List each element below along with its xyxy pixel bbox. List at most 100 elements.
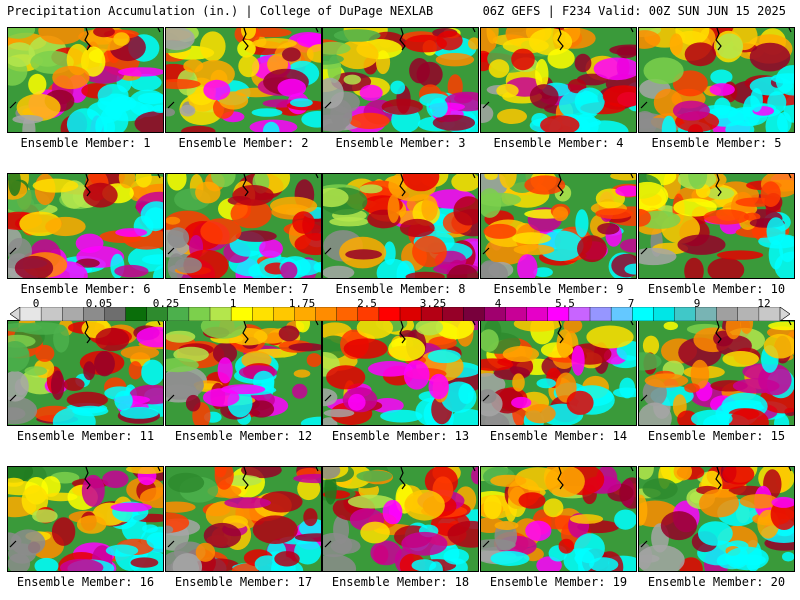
ensemble-map-panel <box>7 27 164 133</box>
coastline <box>482 28 634 109</box>
ensemble-map-panel <box>7 320 164 426</box>
precip-field-map <box>166 321 321 425</box>
ensemble-member-label: Ensemble Member: 8 <box>335 282 466 296</box>
coastline <box>167 467 319 548</box>
colorbar-swatch <box>674 307 697 321</box>
precip-field-map <box>323 174 478 278</box>
precip-field-map <box>166 467 321 571</box>
precip-field-map <box>481 174 636 278</box>
precip-field-map <box>8 174 163 278</box>
colorbar-swatch <box>716 307 739 321</box>
ensemble-member-label: Ensemble Member: 6 <box>20 282 151 296</box>
ensemble-member-label: Ensemble Member: 19 <box>489 575 628 589</box>
colorbar-swatch <box>463 307 485 321</box>
coastline <box>9 174 161 255</box>
ensemble-map-panel <box>480 27 637 133</box>
ensemble-member-label: Ensemble Member: 5 <box>651 136 782 150</box>
ensemble-map-panel <box>7 466 164 572</box>
ensemble-map-panel <box>165 173 322 279</box>
precip-field-map <box>323 467 478 571</box>
colorbar-swatch <box>188 307 211 321</box>
colorbar-min-arrow <box>10 307 21 321</box>
precip-field-map <box>8 28 163 132</box>
coastline <box>324 174 476 255</box>
ensemble-map-panel <box>480 466 637 572</box>
coastline <box>9 28 161 109</box>
coastline <box>324 28 476 109</box>
precip-field-map <box>639 174 794 278</box>
colorbar-swatch <box>125 307 148 321</box>
precip-field-map <box>166 174 321 278</box>
colorbar-tick-label: 1.75 <box>288 297 316 310</box>
coastline <box>640 28 792 109</box>
colorbar-tick-label: 9 <box>693 297 701 310</box>
ensemble-map-panel <box>322 466 479 572</box>
colorbar-swatch <box>399 307 422 321</box>
colorbar-swatch <box>589 307 612 321</box>
colorbar-swatch <box>737 307 760 321</box>
ensemble-map-panel <box>638 173 795 279</box>
coastline <box>640 467 792 548</box>
ensemble-map-panel <box>165 466 322 572</box>
ensemble-map-panel <box>322 173 479 279</box>
precip-field-map <box>481 321 636 425</box>
colorbar-tick-label: 5.5 <box>555 297 575 310</box>
coastline <box>167 321 319 402</box>
ensemble-member-label: Ensemble Member: 4 <box>493 136 624 150</box>
ensemble-map-panel <box>165 320 322 426</box>
precip-field-map <box>323 28 478 132</box>
ensemble-map-panel <box>322 320 479 426</box>
colorbar-swatch <box>378 307 401 321</box>
coastline <box>640 174 792 255</box>
ensemble-member-label: Ensemble Member: 3 <box>335 136 466 150</box>
colorbar-swatch <box>40 307 63 321</box>
coastline <box>324 321 476 402</box>
ensemble-member-label: Ensemble Member: 7 <box>178 282 309 296</box>
colorbar-swatch <box>252 307 274 321</box>
colorbar-swatch <box>653 307 675 321</box>
ensemble-map-panel <box>480 173 637 279</box>
colorbar-swatch <box>315 307 338 321</box>
ensemble-member-label: Ensemble Member: 16 <box>16 575 155 589</box>
colorbar-max-arrow <box>779 307 790 321</box>
coastline <box>9 467 161 548</box>
ensemble-member-label: Ensemble Member: 11 <box>16 429 155 443</box>
ensemble-member-label: Ensemble Member: 13 <box>331 429 470 443</box>
precip-field-map <box>639 321 794 425</box>
colorbar-swatch <box>526 307 549 321</box>
colorbar-swatch <box>209 307 232 321</box>
ensemble-member-label: Ensemble Member: 9 <box>493 282 624 296</box>
ensemble-map-panel <box>165 27 322 133</box>
colorbar-tick-label: 0.05 <box>85 297 113 310</box>
coastline <box>640 321 792 402</box>
coastline <box>482 174 634 255</box>
ensemble-member-label: Ensemble Member: 12 <box>174 429 313 443</box>
coastline <box>167 28 319 109</box>
ensemble-map-panel <box>638 27 795 133</box>
ensemble-member-label: Ensemble Member: 2 <box>178 136 309 150</box>
colorbar-swatch <box>632 307 654 321</box>
ensemble-map-panel <box>638 466 795 572</box>
precip-field-map <box>166 28 321 132</box>
colorbar-tick-label: 4 <box>494 297 502 310</box>
ensemble-member-label: Ensemble Member: 1 <box>20 136 151 150</box>
colorbar-tick-label: 3.25 <box>419 297 447 310</box>
ensemble-member-label: Ensemble Member: 17 <box>174 575 313 589</box>
colorbar-swatch <box>505 307 528 321</box>
ensemble-map-panel <box>322 27 479 133</box>
ensemble-member-label: Ensemble Member: 20 <box>647 575 786 589</box>
precip-field-map <box>8 467 163 571</box>
coastline <box>482 467 634 548</box>
precip-field-map <box>323 321 478 425</box>
precip-field-map <box>8 321 163 425</box>
ensemble-member-label: Ensemble Member: 15 <box>647 429 786 443</box>
colorbar-tick-label: 1 <box>229 297 237 310</box>
colorbar-tick-label: 7 <box>627 297 635 310</box>
colorbar-swatch <box>336 307 359 321</box>
precip-field-map <box>481 28 636 132</box>
colorbar-tick-label: 0 <box>32 297 40 310</box>
colorbar <box>10 307 790 321</box>
ensemble-member-label: Ensemble Member: 18 <box>331 575 470 589</box>
precip-field-map <box>481 467 636 571</box>
ensemble-member-label: Ensemble Member: 14 <box>489 429 628 443</box>
